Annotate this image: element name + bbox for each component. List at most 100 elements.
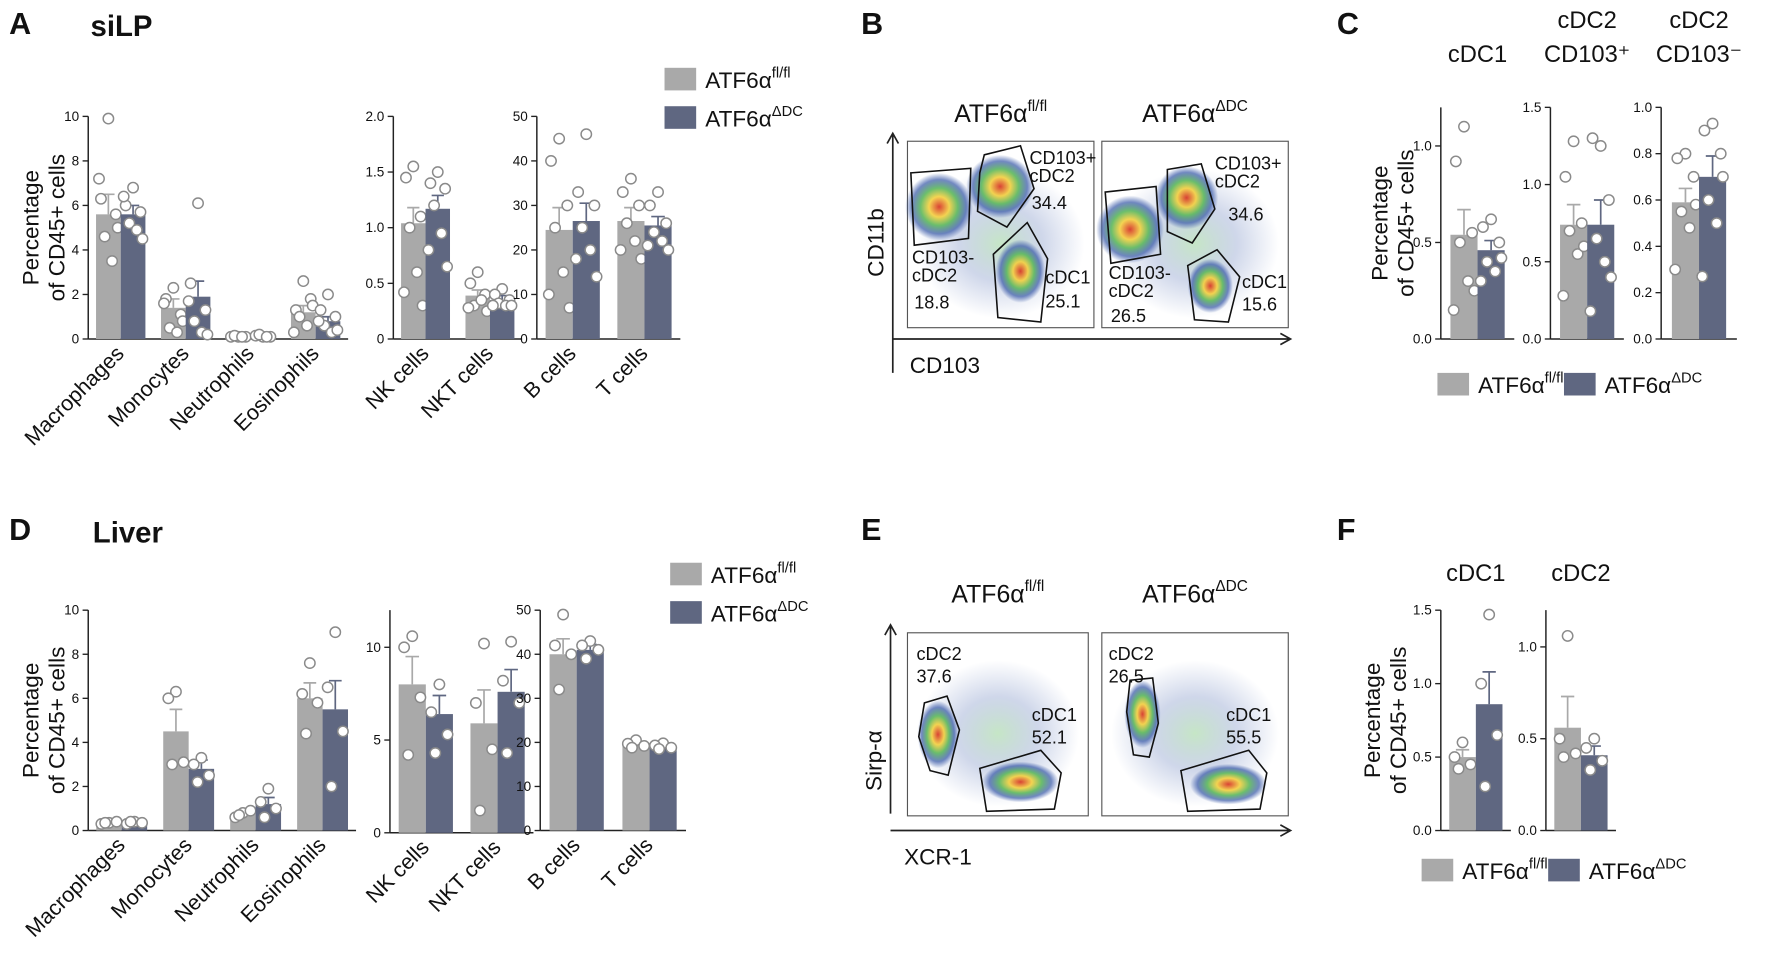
y-tick-label: 0.0 xyxy=(1413,823,1432,838)
data-point xyxy=(195,751,208,764)
data-point xyxy=(486,743,499,756)
data-point xyxy=(311,696,324,709)
data-point xyxy=(565,648,578,661)
y-axis-label: of CD45+ cells xyxy=(45,647,70,794)
data-point xyxy=(1675,205,1688,218)
legend-swatch xyxy=(664,106,697,129)
data-point xyxy=(624,172,637,185)
subplot-title: cDC2 xyxy=(1669,8,1728,34)
y-tick-label: 1.0 xyxy=(1523,177,1542,192)
data-point xyxy=(501,747,513,759)
gate xyxy=(978,749,1062,813)
gate-value: 37.6 xyxy=(917,667,952,687)
gate-name: CD103+ xyxy=(1030,148,1097,168)
y-axis-label: Percentage xyxy=(19,663,44,778)
error-bar xyxy=(328,679,342,710)
data-point xyxy=(1477,221,1489,233)
data-point xyxy=(1596,754,1609,767)
subplot-title: cDC2 xyxy=(1551,561,1610,587)
panel-letter: B xyxy=(861,7,883,41)
legend-swatch xyxy=(670,601,702,624)
label-superscript: ΔDC xyxy=(1671,371,1702,387)
x-tick-label: B cells xyxy=(519,341,581,403)
y-arrow xyxy=(884,623,897,814)
label-base: ATF6α xyxy=(1589,859,1656,884)
data-point xyxy=(130,223,143,236)
panel-title: Liver xyxy=(93,516,163,549)
data-point xyxy=(616,186,629,199)
data-point xyxy=(1491,729,1504,741)
data-point xyxy=(486,299,499,312)
data-point xyxy=(1557,751,1570,764)
flow-density xyxy=(966,154,1035,219)
y-tick-label: 10 xyxy=(64,109,79,124)
error-bar xyxy=(651,215,665,226)
y-tick-label: 0.5 xyxy=(1518,731,1537,746)
data-point xyxy=(293,310,306,323)
data-point xyxy=(478,637,490,650)
data-point xyxy=(592,643,605,656)
y-tick-label: 1.5 xyxy=(365,165,384,180)
gate xyxy=(1104,185,1162,265)
y-tick-label: 4 xyxy=(72,735,80,750)
data-point xyxy=(1561,629,1574,642)
y-tick-label: 0 xyxy=(524,823,532,838)
flow-x-label: XCR-1 xyxy=(904,844,972,869)
label-base: ATF6α xyxy=(1605,373,1672,398)
y-tick-label: 10 xyxy=(64,603,79,618)
gate-name: cDC2 xyxy=(917,644,962,664)
label-base: ATF6α xyxy=(954,101,1027,128)
data-point xyxy=(303,657,316,670)
data-point xyxy=(1462,275,1474,288)
y-tick-label: 40 xyxy=(513,153,528,168)
data-point xyxy=(199,304,212,316)
y-tick-label: 2.0 xyxy=(365,109,384,124)
data-point xyxy=(1598,255,1611,268)
data-point xyxy=(1481,255,1493,268)
label-base: ATF6α xyxy=(705,68,772,93)
data-point xyxy=(402,748,415,761)
data-point xyxy=(191,776,204,788)
data-point xyxy=(400,171,412,184)
y-tick-label: 1.0 xyxy=(1633,100,1652,115)
data-point xyxy=(312,315,325,328)
x-tick-label: NK cells xyxy=(361,835,434,908)
label: ATF6αfl/fl xyxy=(951,578,1044,608)
bar xyxy=(549,654,577,831)
data-point xyxy=(633,199,645,212)
label-superscript: fl/fl xyxy=(1027,98,1047,115)
y-axis-label: of CD45+ cells xyxy=(45,154,70,301)
y-tick-label: 0.4 xyxy=(1633,239,1652,254)
bar xyxy=(1554,727,1581,831)
data-point xyxy=(513,697,526,709)
y-tick-label: 1.0 xyxy=(1413,138,1432,153)
y-tick-label: 2 xyxy=(72,287,80,302)
data-point xyxy=(233,809,246,822)
x-tick-label: B cells xyxy=(523,833,585,895)
gate xyxy=(1125,677,1160,758)
data-point xyxy=(1483,608,1496,621)
data-point xyxy=(505,635,518,648)
y-tick-label: 0 xyxy=(72,332,80,347)
label-base: ATF6α xyxy=(1142,581,1215,608)
data-point xyxy=(1569,747,1582,760)
gate xyxy=(917,695,961,777)
x-tick-label: T cells xyxy=(592,341,653,402)
data-point xyxy=(1698,124,1711,137)
label: ATF6αfl/fl xyxy=(954,98,1047,128)
y-tick-label: 1.0 xyxy=(1413,676,1432,691)
data-point xyxy=(329,310,342,323)
label-superscript: fl/fl xyxy=(1545,371,1564,387)
data-point xyxy=(1567,135,1580,148)
subplot-title: CD103⁻ xyxy=(1656,42,1742,68)
data-point xyxy=(1584,764,1597,776)
x-arrow xyxy=(892,332,1293,346)
data-point xyxy=(441,728,454,741)
data-point xyxy=(99,816,112,829)
data-point xyxy=(553,132,566,145)
data-point xyxy=(1669,263,1682,276)
bar xyxy=(497,691,525,833)
data-point xyxy=(192,197,204,210)
data-point xyxy=(576,639,589,652)
data-point xyxy=(584,244,597,256)
